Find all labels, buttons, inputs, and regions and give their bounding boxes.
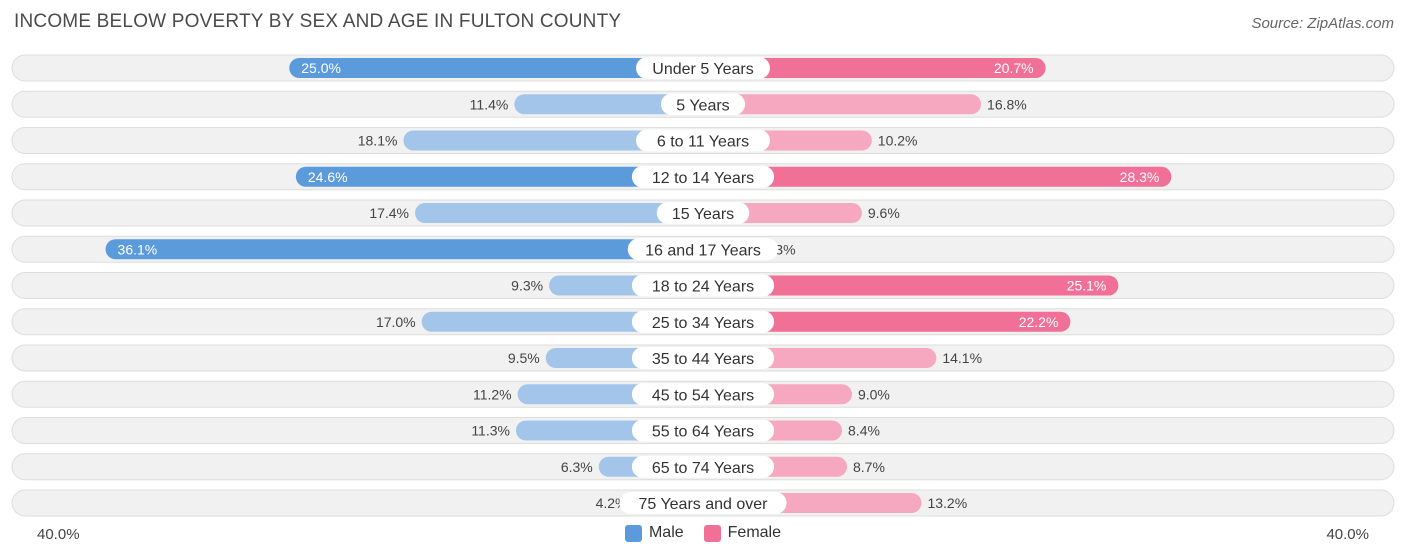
male-bar <box>403 130 703 151</box>
category-label-bg <box>631 383 775 406</box>
category-label-bg <box>619 492 787 514</box>
male-value-label: 11.3% <box>471 423 510 439</box>
category-label-bg <box>631 274 775 297</box>
female-value-label: 16.8% <box>987 96 1027 112</box>
male-value-label: 17.0% <box>376 314 416 330</box>
female-bar <box>703 166 1172 187</box>
category-label-bg <box>631 455 775 478</box>
female-value-label: 28.3% <box>1120 169 1160 185</box>
legend-item-female[interactable]: Female <box>703 524 782 542</box>
female-value-label: 25.1% <box>1067 278 1107 294</box>
legend-swatch-female <box>703 524 721 542</box>
category-label: 75 Years and over <box>639 496 769 513</box>
chart-title: INCOME BELOW POVERTY BY SEX AND AGE IN F… <box>14 11 622 32</box>
female-value-label: 14.1% <box>942 350 982 366</box>
female-value-label: 22.2% <box>1019 314 1059 330</box>
category-label: 55 to 64 Years <box>652 424 754 441</box>
chart-area: 25.0% 20.7% Under 5 Years 11.4% 16.8% 5 Years… <box>11 54 1395 517</box>
category-label: 18 to 24 Years <box>652 279 754 296</box>
male-value-label: 9.5% <box>508 350 540 366</box>
category-label-bg <box>660 93 746 116</box>
female-bar <box>703 94 982 115</box>
female-bar <box>703 58 1046 78</box>
male-bar <box>295 166 703 187</box>
category-label-bg <box>656 202 750 224</box>
male-value-label: 25.0% <box>301 60 341 76</box>
category-label-bg <box>636 57 770 79</box>
male-value-label: 4.2% <box>596 495 628 511</box>
male-value-label: 11.4% <box>470 96 509 112</box>
category-label: 6 to 11 Years <box>657 134 749 151</box>
male-value-label: 9.3% <box>511 278 543 294</box>
category-label: 12 to 14 Years <box>652 170 754 187</box>
female-value-label: 20.7% <box>994 60 1034 76</box>
legend-item-male[interactable]: Male <box>624 524 684 542</box>
female-value-label: 8.7% <box>853 459 885 475</box>
category-label: 35 to 44 Years <box>652 351 754 368</box>
category-label: 65 to 74 Years <box>652 460 754 477</box>
female-bar <box>703 311 1071 332</box>
male-value-label: 11.2% <box>473 386 512 402</box>
legend-swatch-male <box>624 524 642 542</box>
male-bar <box>514 94 703 115</box>
axis-right-label: 40.0% <box>1326 526 1369 543</box>
female-value-label: 9.0% <box>858 386 890 402</box>
male-value-label: 18.1% <box>358 133 398 149</box>
category-label-bg <box>636 129 770 152</box>
category-label-bg <box>631 419 775 442</box>
male-value-label: 36.1% <box>118 241 158 257</box>
female-value-label: 13.2% <box>927 495 967 511</box>
source-label: Source: ZipAtlas.com <box>1251 15 1394 32</box>
legend: Male Female <box>0 524 1406 542</box>
male-bar <box>105 239 704 260</box>
male-bar <box>415 203 703 223</box>
female-bar <box>703 275 1119 296</box>
axis-left-label: 40.0% <box>37 526 80 543</box>
male-value-label: 17.4% <box>369 205 409 221</box>
category-label: 45 to 54 Years <box>652 387 754 404</box>
female-value-label: 8.4% <box>848 423 880 439</box>
male-bar <box>421 311 703 332</box>
category-label: 25 to 34 Years <box>652 315 754 332</box>
female-value-label: 10.2% <box>878 133 918 149</box>
legend-label-male: Male <box>648 524 684 541</box>
male-value-label: 6.3% <box>561 459 593 475</box>
male-bar <box>289 58 703 78</box>
category-label-bg <box>627 238 779 261</box>
category-label-bg <box>631 310 775 333</box>
category-label: Under 5 Years <box>652 61 753 78</box>
category-label: 16 and 17 Years <box>645 242 761 259</box>
male-value-label: 24.6% <box>308 169 348 185</box>
category-label: 15 Years <box>672 206 734 223</box>
female-value-label: 9.6% <box>868 205 900 221</box>
category-label-bg <box>631 347 775 369</box>
legend-label-female: Female <box>727 524 782 541</box>
category-label: 5 Years <box>676 97 729 114</box>
category-label-bg <box>631 165 775 188</box>
